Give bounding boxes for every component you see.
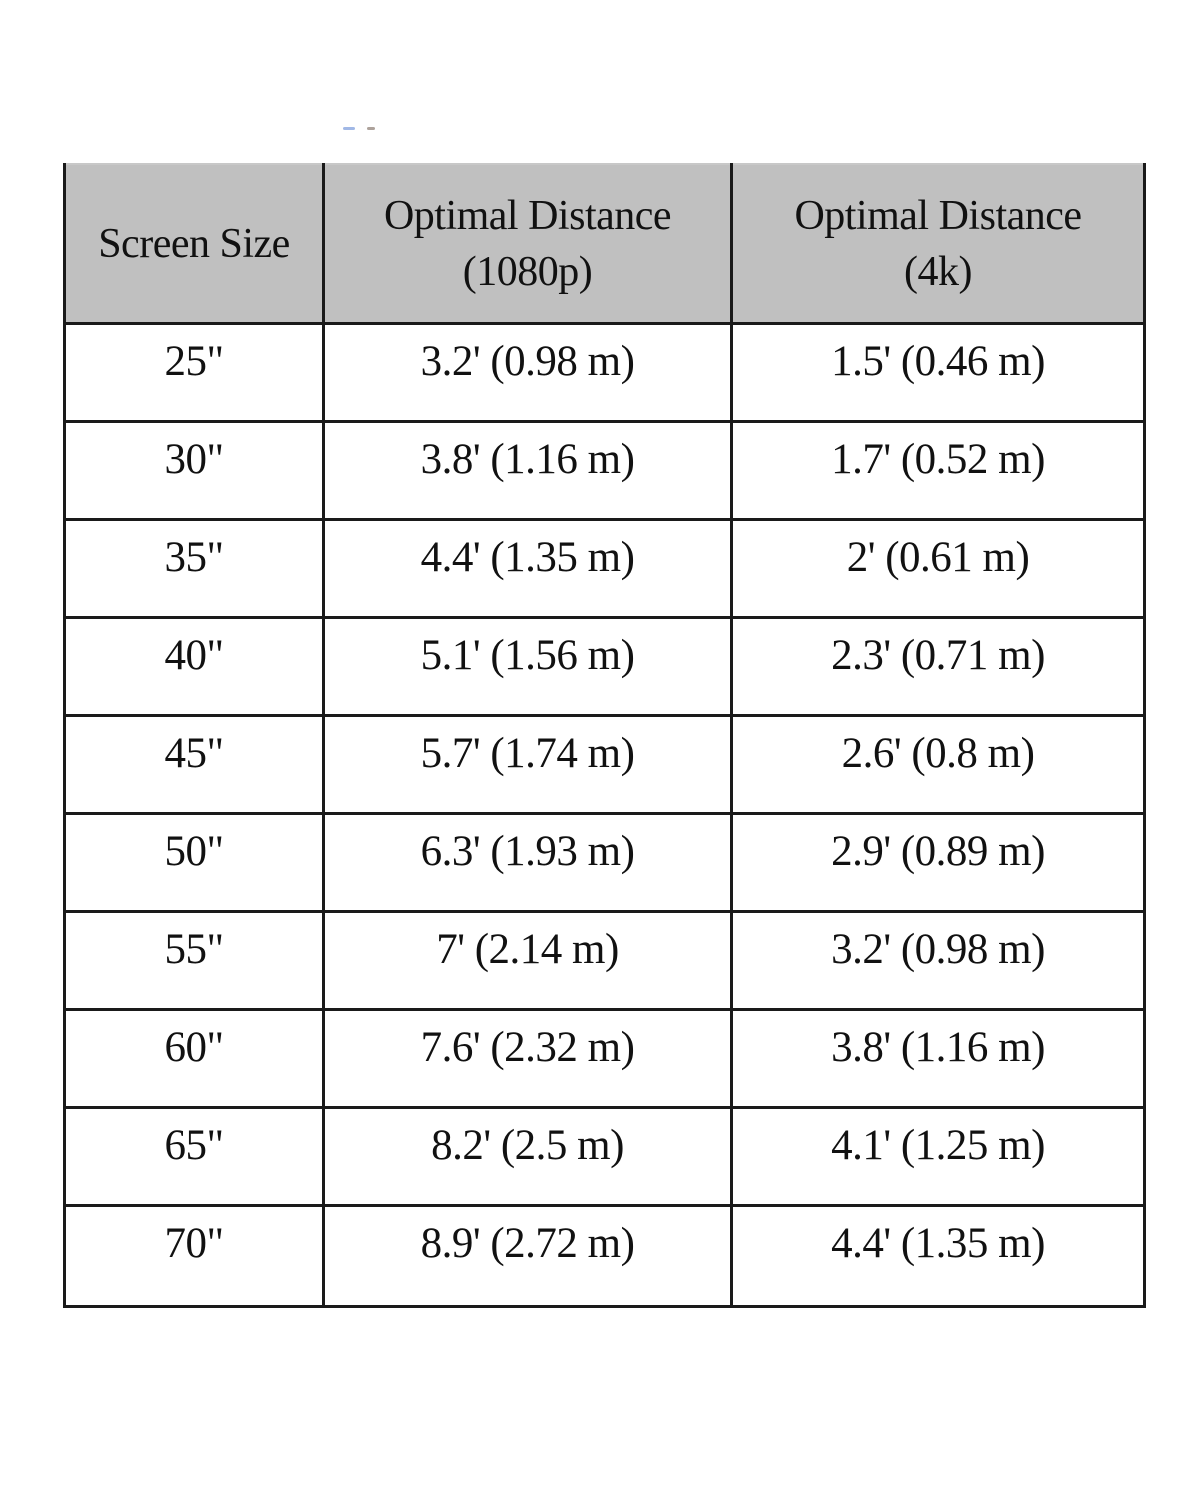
cell-distance-1080p: 5.1' (1.56 m) (322, 617, 733, 717)
cell-screen-size: 40" (63, 617, 325, 717)
cell-distance-4k: 3.2' (0.98 m) (730, 911, 1146, 1011)
artifact-mark (343, 127, 355, 130)
header-text: Screen Size (98, 220, 290, 267)
cell-distance-4k: 2.6' (0.8 m) (730, 715, 1146, 815)
cell-screen-size: 25" (63, 323, 325, 423)
cell-distance-4k: 3.8' (1.16 m) (730, 1009, 1146, 1109)
cell-distance-4k: 2.9' (0.89 m) (730, 813, 1146, 913)
cell-distance-1080p: 4.4' (1.35 m) (322, 519, 733, 619)
header-text: Optimal Distance (383, 192, 672, 239)
table-row: 70" 8.9' (2.72 m) 4.4' (1.35 m) (63, 1205, 1146, 1308)
cell-screen-size: 65" (63, 1107, 325, 1207)
header-subtext: (4k) (904, 248, 972, 295)
cell-distance-4k: 4.1' (1.25 m) (730, 1107, 1146, 1207)
cell-distance-1080p: 3.2' (0.98 m) (322, 323, 733, 423)
cell-screen-size: 70" (63, 1205, 325, 1308)
cell-distance-4k: 2.3' (0.71 m) (730, 617, 1146, 717)
table-row: 40" 5.1' (1.56 m) 2.3' (0.71 m) (63, 617, 1146, 717)
cell-distance-4k: 4.4' (1.35 m) (730, 1205, 1146, 1308)
cell-distance-1080p: 8.2' (2.5 m) (322, 1107, 733, 1207)
table-row: 25" 3.2' (0.98 m) 1.5' (0.46 m) (63, 323, 1146, 423)
cell-distance-1080p: 6.3' (1.93 m) (322, 813, 733, 913)
table-row: 45" 5.7' (1.74 m) 2.6' (0.8 m) (63, 715, 1146, 815)
cell-distance-1080p: 8.9' (2.72 m) (322, 1205, 733, 1308)
cell-screen-size: 60" (63, 1009, 325, 1109)
cell-distance-1080p: 3.8' (1.16 m) (322, 421, 733, 521)
table-row: 55" 7' (2.14 m) 3.2' (0.98 m) (63, 911, 1146, 1011)
cell-distance-4k: 1.5' (0.46 m) (730, 323, 1146, 423)
cell-distance-4k: 2' (0.61 m) (730, 519, 1146, 619)
table-row: 35" 4.4' (1.35 m) 2' (0.61 m) (63, 519, 1146, 619)
cell-distance-4k: 1.7' (0.52 m) (730, 421, 1146, 521)
artifact-mark (367, 127, 375, 130)
cell-screen-size: 50" (63, 813, 325, 913)
header-row: Screen Size Optimal Distance (1080p) Opt… (63, 163, 1146, 325)
cell-distance-1080p: 7.6' (2.32 m) (322, 1009, 733, 1109)
scan-artifact-marks (343, 127, 377, 131)
cell-distance-1080p: 7' (2.14 m) (322, 911, 733, 1011)
header-optimal-distance-4k: Optimal Distance (4k) (730, 163, 1146, 325)
table-row: 65" 8.2' (2.5 m) 4.1' (1.25 m) (63, 1107, 1146, 1207)
header-optimal-distance-1080p: Optimal Distance (1080p) (322, 163, 733, 325)
cell-screen-size: 45" (63, 715, 325, 815)
cell-screen-size: 55" (63, 911, 325, 1011)
header-subtext: (1080p) (462, 248, 593, 295)
table-row: 30" 3.8' (1.16 m) 1.7' (0.52 m) (63, 421, 1146, 521)
table-row: 50" 6.3' (1.93 m) 2.9' (0.89 m) (63, 813, 1146, 913)
cell-screen-size: 35" (63, 519, 325, 619)
cell-distance-1080p: 5.7' (1.74 m) (322, 715, 733, 815)
table-row: 60" 7.6' (2.32 m) 3.8' (1.16 m) (63, 1009, 1146, 1109)
header-screen-size: Screen Size (63, 163, 325, 325)
header-text: Optimal Distance (794, 192, 1082, 239)
viewing-distance-table: Screen Size Optimal Distance (1080p) Opt… (63, 163, 1146, 1308)
cell-screen-size: 30" (63, 421, 325, 521)
